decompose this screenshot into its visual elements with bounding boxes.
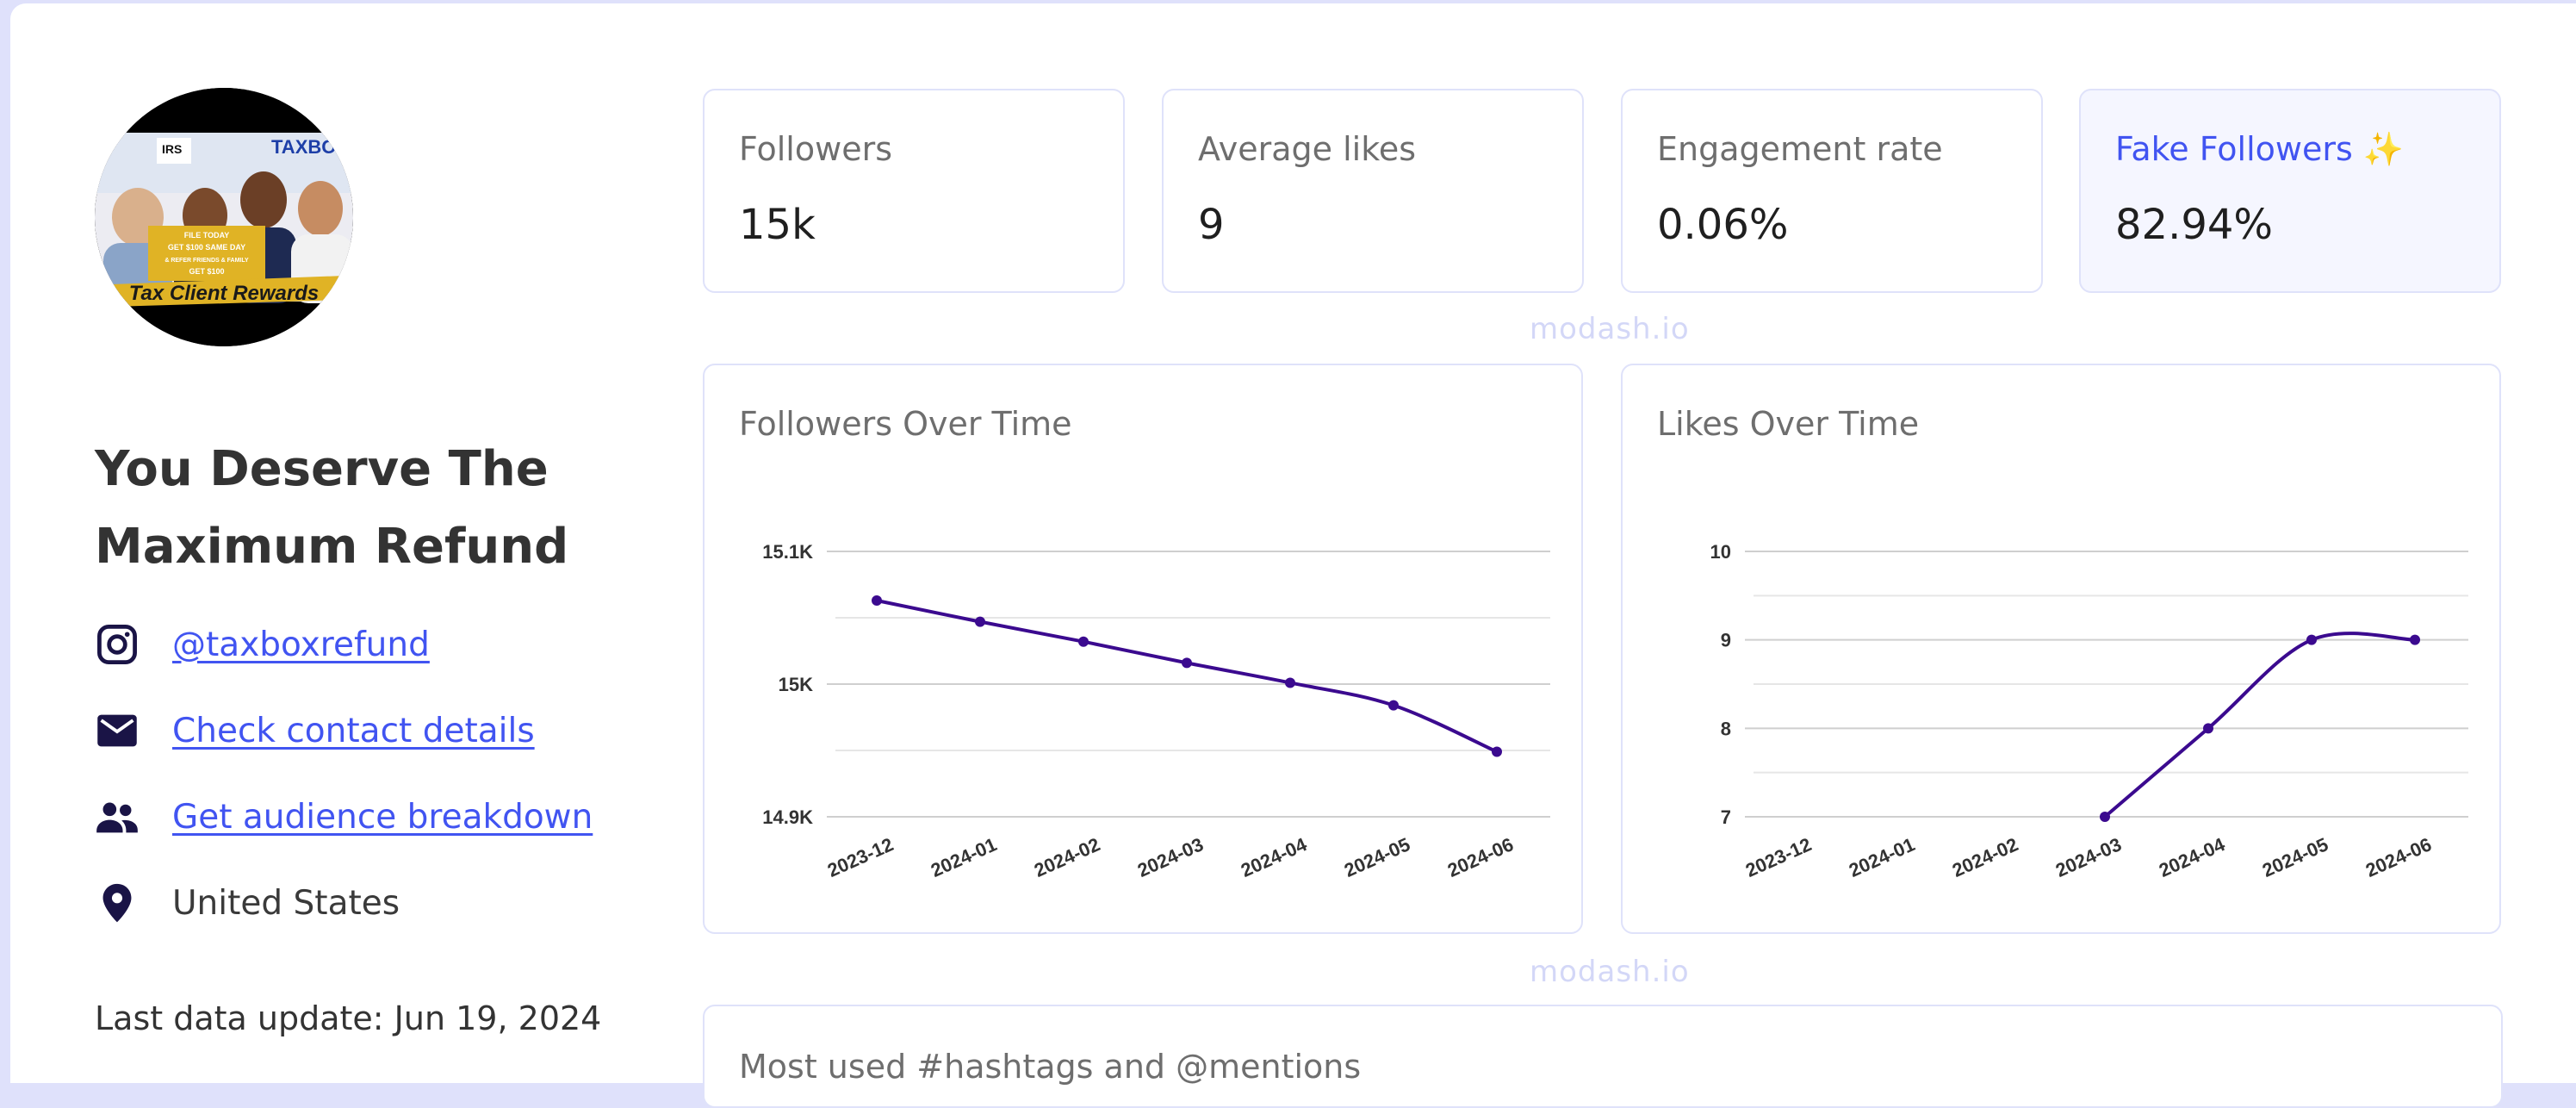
location-row: United States <box>95 877 400 929</box>
x-tick-label: 2024-04 <box>2156 833 2229 881</box>
people-icon <box>95 794 140 839</box>
y-tick-label: 7 <box>1721 806 1731 828</box>
handle-row: @taxboxrefund <box>95 619 430 670</box>
stat-label: Fake Followers ✨ <box>2115 130 2405 168</box>
instagram-icon <box>95 622 140 667</box>
y-tick-label: 10 <box>1710 541 1731 563</box>
profile-avatar: IRS TAXBOX FILE TODAY GET $100 SAME DAY … <box>95 88 353 346</box>
x-tick-label: 2024-02 <box>1031 833 1103 881</box>
data-point <box>2410 634 2420 645</box>
x-tick-label: 2024-03 <box>2052 833 2125 881</box>
contact-row: Check contact details <box>95 705 535 756</box>
stat-value: 0.06% <box>1657 201 1789 249</box>
avatar-banner-line4: GET $100 <box>189 267 224 276</box>
y-tick-label: 15K <box>779 674 813 695</box>
stat-label: Engagement rate <box>1657 130 1943 168</box>
x-tick-label: 2024-02 <box>1949 833 2021 881</box>
x-tick-label: 2024-03 <box>1134 833 1207 881</box>
avatar-banner-line3: & REFER FRIENDS & FAMILY <box>164 258 249 264</box>
x-tick-label: 2024-06 <box>2362 833 2435 881</box>
x-tick-label: 2024-01 <box>928 833 1000 881</box>
data-point <box>1285 677 1295 688</box>
section-title: Most used #hashtags and @mentions <box>739 1048 1362 1086</box>
data-point <box>872 594 882 606</box>
data-point <box>1492 746 1502 757</box>
avatar-irs-text: IRS <box>162 142 182 156</box>
avatar-banner-line2: GET $100 SAME DAY <box>168 243 245 252</box>
stat-label: Followers <box>739 130 892 168</box>
watermark: modash.io <box>1530 955 1690 989</box>
avatar-image: IRS TAXBOX FILE TODAY GET $100 SAME DAY … <box>95 88 353 346</box>
contact-details-link[interactable]: Check contact details <box>172 711 535 750</box>
data-point <box>1078 636 1089 647</box>
likes-over-time-card: Likes Over Time 7 8 9 10 2023-12 2024-01 2024-… <box>1621 364 2501 934</box>
data-point <box>2100 812 2110 822</box>
last-data-update: Last data update: Jun 19, 2024 <box>95 999 602 1037</box>
followers-over-time-chart: 14.9K 15K 15.1K 2023-12 2024-01 2024-02 2024-0… <box>762 541 1550 881</box>
x-tick-label: 2024-05 <box>1341 833 1413 881</box>
avatar-banner-line1: FILE TODAY <box>184 231 230 240</box>
y-tick-label: 8 <box>1721 718 1731 739</box>
x-tick-label: 2024-06 <box>1444 833 1517 881</box>
instagram-handle-link[interactable]: @taxboxrefund <box>172 625 430 664</box>
avatar-ribbon-text: Tax Client Rewards <box>129 282 320 305</box>
stat-card-followers: Followers 15k <box>703 89 1125 293</box>
stat-card-fake-followers[interactable]: Fake Followers ✨ 82.94% <box>2079 89 2501 293</box>
stat-value: 82.94% <box>2115 201 2274 249</box>
watermark: modash.io <box>1530 312 1690 346</box>
likes-over-time-chart: 7 8 9 10 2023-12 2024-01 2024-02 2024-03 2024-04… <box>1710 541 2468 881</box>
location-pin-icon <box>95 881 140 925</box>
data-point <box>975 616 985 627</box>
data-point <box>2306 634 2317 645</box>
profile-name: You Deserve The Maximum Refund <box>95 441 569 575</box>
data-point <box>1388 700 1399 711</box>
x-tick-label: 2024-05 <box>2259 833 2331 881</box>
stat-value: 9 <box>1198 201 1225 249</box>
y-tick-label: 9 <box>1721 630 1731 651</box>
x-tick-label: 2024-04 <box>1238 833 1311 881</box>
mail-icon <box>95 708 140 753</box>
chart-title: Likes Over Time <box>1657 405 1920 443</box>
x-tick-label: 2024-01 <box>1846 833 1918 881</box>
y-tick-label: 15.1K <box>762 541 813 563</box>
stat-value: 15k <box>739 201 816 249</box>
audience-breakdown-link[interactable]: Get audience breakdown <box>172 797 593 837</box>
followers-over-time-card: Followers Over Time 14.9K 15K 15.1K 2023-12… <box>703 364 1583 934</box>
chart-title: Followers Over Time <box>739 405 1072 443</box>
series-line <box>2103 632 2417 819</box>
x-tick-label: 2023-12 <box>1742 833 1815 881</box>
x-tick-label: 2023-12 <box>824 833 897 881</box>
y-tick-label: 14.9K <box>762 806 813 828</box>
stat-card-average-likes: Average likes 9 <box>1162 89 1584 293</box>
audience-row: Get audience breakdown <box>95 791 593 843</box>
data-point <box>1182 657 1192 669</box>
series-line <box>875 598 1499 754</box>
stat-label: Average likes <box>1198 130 1417 168</box>
data-point <box>2203 723 2213 734</box>
hashtags-mentions-card: Most used #hashtags and @mentions <box>703 1005 2503 1108</box>
location-text: United States <box>172 883 400 923</box>
stat-card-engagement-rate: Engagement rate 0.06% <box>1621 89 2043 293</box>
